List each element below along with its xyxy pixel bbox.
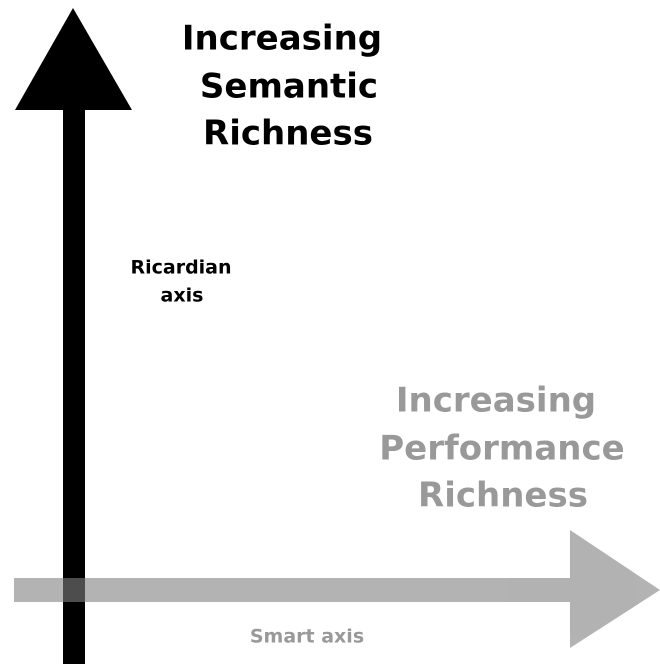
horizontal-label: Smart axis <box>250 626 364 648</box>
vertical-label: axis <box>161 285 204 307</box>
horizontal-arrow-shaft <box>14 578 574 602</box>
horizontal-arrow <box>14 530 660 648</box>
vertical-title: Increasing <box>182 19 382 59</box>
horizontal-title: Increasing <box>396 381 596 421</box>
horizontal-arrow-head <box>570 530 660 648</box>
vertical-label: Ricardian <box>130 257 231 279</box>
vertical-title: Richness <box>203 114 373 154</box>
vertical-arrow-shaft <box>63 105 85 664</box>
horizontal-title: Performance <box>379 429 624 469</box>
vertical-title: Semantic <box>200 67 378 107</box>
horizontal-title: Richness <box>418 476 588 516</box>
vertical-arrow-head <box>15 8 132 110</box>
